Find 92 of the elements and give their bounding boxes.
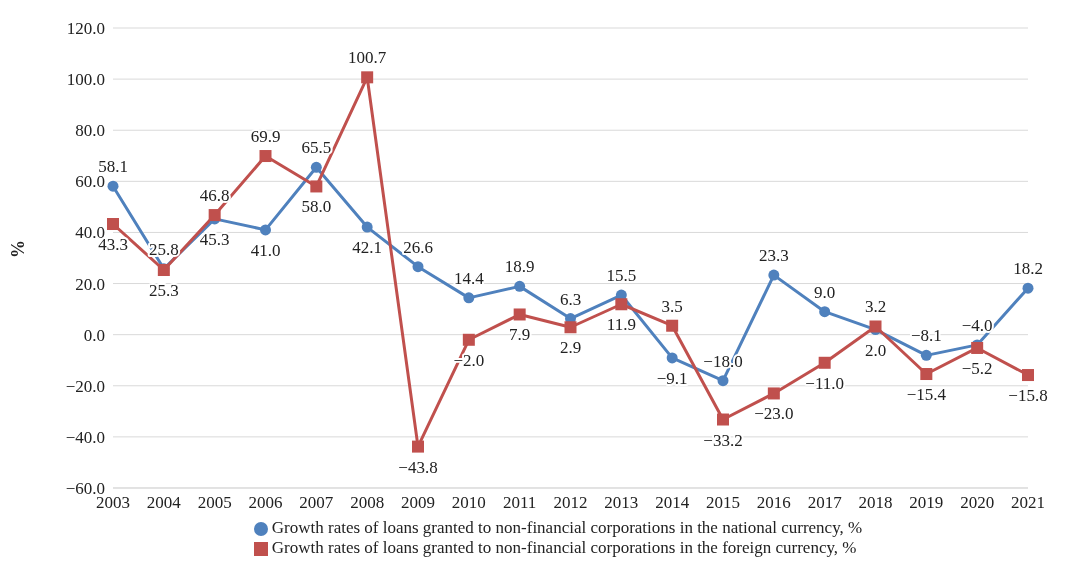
data-label: 6.3	[559, 289, 582, 309]
point	[717, 413, 729, 426]
point	[819, 306, 831, 318]
data-label: −9.1	[656, 368, 688, 388]
point	[107, 218, 119, 231]
point	[513, 308, 526, 321]
data-label: 11.9	[606, 315, 636, 335]
y-tick-label: 0.0	[83, 325, 105, 345]
data-label: 42.1	[352, 238, 383, 258]
data-label: 18.9	[504, 257, 535, 277]
x-tick-label: 2006	[248, 493, 283, 513]
y-tick-label: 20.0	[75, 274, 105, 294]
x-tick-label: 2016	[756, 493, 791, 513]
x-tick-label: 2005	[197, 493, 232, 513]
point	[260, 224, 271, 236]
x-tick-label: 2004	[146, 493, 182, 513]
point	[564, 321, 577, 334]
data-label: −43.8	[398, 457, 438, 477]
point	[310, 161, 322, 173]
y-tick-label: −20.0	[65, 376, 105, 396]
point	[259, 150, 272, 163]
legend-label: Growth rates of loans granted to non-financial corporations in the foreign currency, %	[271, 538, 857, 557]
point	[767, 387, 780, 400]
point	[361, 71, 374, 84]
x-tick-label: 2009	[401, 493, 435, 513]
data-label: 2.0	[864, 340, 887, 360]
x-tick-label: 2014	[655, 493, 690, 513]
data-label: 69.9	[250, 127, 281, 147]
data-label: 7.9	[509, 325, 531, 345]
x-tick-label: 2013	[604, 493, 639, 513]
x-tick-label: 2010	[451, 493, 486, 513]
data-label: 26.6	[403, 237, 433, 257]
y-tick-label: 120.0	[66, 19, 105, 39]
point	[920, 368, 933, 381]
x-tick-label: 2015	[706, 493, 740, 513]
point	[768, 269, 780, 281]
data-label: −11.0	[805, 373, 845, 393]
data-label: 41.0	[250, 240, 281, 260]
point	[818, 356, 831, 369]
point	[310, 180, 323, 193]
x-tick-label: 2011	[502, 493, 537, 513]
point	[666, 352, 678, 364]
data-label: 2.9	[559, 338, 582, 358]
data-label: 58.0	[301, 197, 332, 217]
data-label: −5.2	[961, 358, 993, 378]
data-label: 15.5	[606, 266, 637, 286]
y-tick-label: 100.0	[66, 70, 105, 90]
data-label: 46.8	[199, 186, 230, 206]
x-tick-label: 2017	[807, 493, 843, 513]
x-tick-label: 2007	[299, 493, 334, 513]
x-tick-label: 2020	[960, 493, 995, 513]
y-axis-title: %	[8, 240, 29, 258]
data-label: 25.3	[148, 281, 179, 301]
y-tick-label: −40.0	[65, 427, 105, 447]
point	[1022, 369, 1034, 382]
x-tick-label: 2003	[96, 493, 130, 513]
point	[412, 261, 424, 273]
point	[107, 180, 119, 192]
data-label: −33.2	[703, 430, 743, 450]
data-label: 3.5	[661, 296, 683, 316]
x-tick-label: 2012	[553, 493, 588, 513]
data-label: −15.4	[906, 385, 947, 405]
x-tick-label: 2021	[1011, 493, 1045, 513]
y-tick-label: 80.0	[75, 121, 105, 141]
point	[1022, 282, 1034, 294]
point	[615, 298, 628, 311]
data-label: 100.7	[348, 48, 387, 68]
data-label: 65.5	[301, 138, 332, 158]
data-label: 3.2	[864, 297, 887, 317]
point	[920, 349, 932, 361]
data-label: 9.0	[814, 282, 836, 302]
data-label: 14.4	[453, 268, 485, 288]
data-label: 18.2	[1013, 259, 1043, 279]
point	[869, 320, 882, 333]
x-tick-label: 2008	[350, 493, 385, 513]
legend-label: Growth rates of loans granted to non-financial corporations in the national currency, %	[271, 518, 863, 537]
point	[462, 333, 475, 346]
x-tick-label: 2018	[858, 493, 893, 513]
point	[717, 375, 729, 387]
point	[208, 209, 221, 222]
data-label: −8.1	[910, 326, 942, 346]
data-label: 23.3	[758, 246, 789, 266]
point	[463, 292, 475, 304]
x-tick-label: 2019	[909, 493, 944, 513]
point	[361, 221, 373, 233]
point	[514, 280, 526, 292]
data-label: −15.8	[1008, 386, 1048, 406]
point	[666, 319, 679, 332]
data-label: −23.0	[754, 404, 794, 424]
data-label: 45.3	[199, 229, 230, 249]
point	[412, 440, 424, 453]
data-label: −4.0	[961, 315, 993, 335]
